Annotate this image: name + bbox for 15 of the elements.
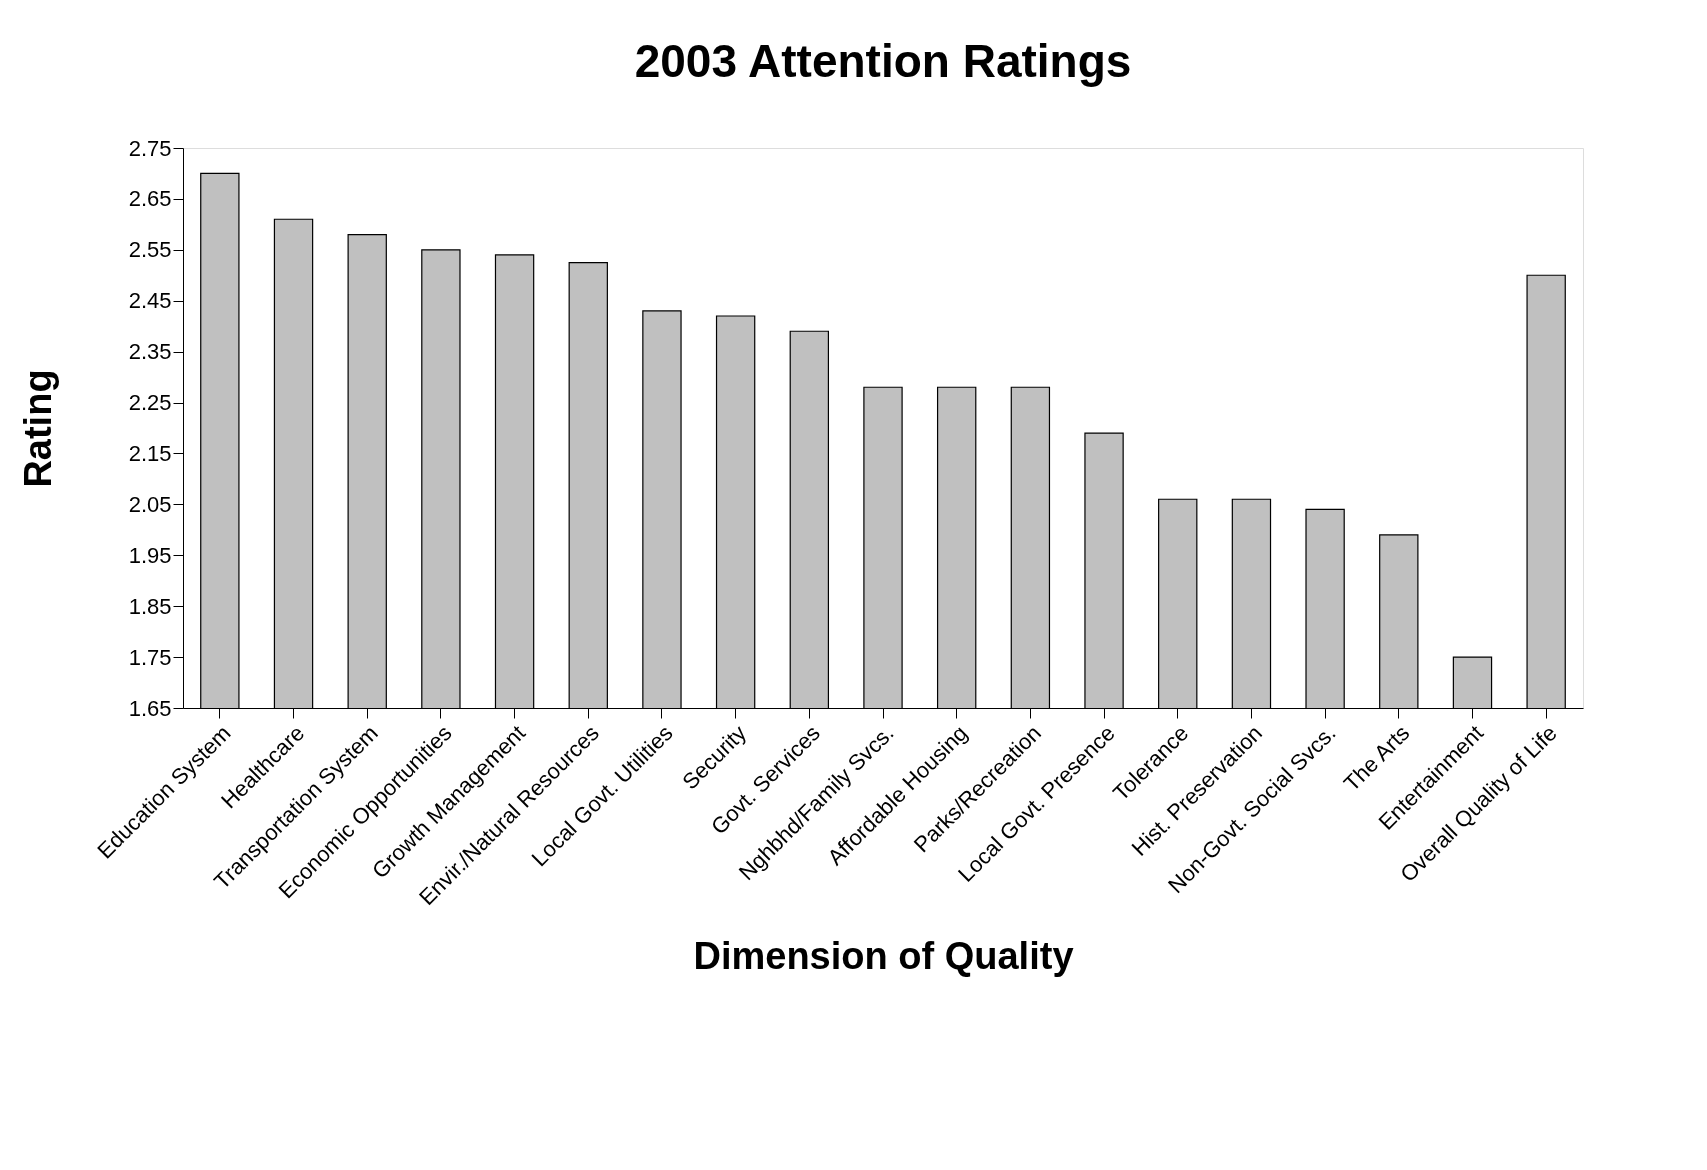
chart-title: 2003 Attention Ratings bbox=[634, 35, 1132, 87]
y-tick-label: 2.65 bbox=[128, 186, 172, 212]
y-axis-title: Rating bbox=[16, 369, 59, 488]
y-tick-label: 1.85 bbox=[128, 593, 172, 619]
y-tick-label: 2.25 bbox=[128, 390, 172, 416]
y-tick-label: 2.05 bbox=[128, 491, 172, 517]
x-axis-title: Dimension of Quality bbox=[693, 934, 1074, 977]
y-tick-label: 2.55 bbox=[128, 237, 172, 263]
y-tick-label: 2.35 bbox=[128, 339, 172, 365]
y-tick-label: 1.75 bbox=[128, 644, 172, 670]
y-tick-label: 2.15 bbox=[128, 440, 172, 466]
y-tick-label: 1.65 bbox=[128, 695, 172, 721]
y-tick-label: 2.75 bbox=[128, 135, 172, 161]
y-tick-label: 1.95 bbox=[128, 542, 172, 568]
y-tick-label: 2.45 bbox=[128, 288, 172, 314]
